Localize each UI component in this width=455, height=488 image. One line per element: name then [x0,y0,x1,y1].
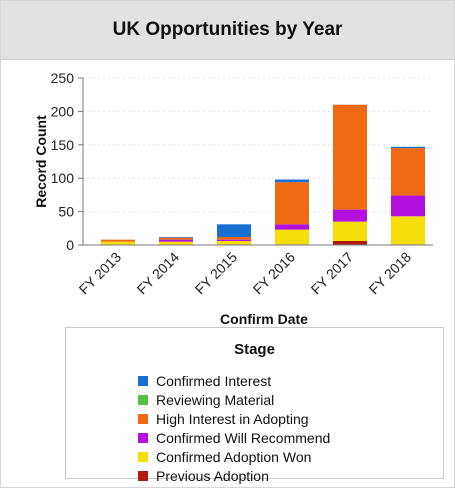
legend-swatch [138,451,148,462]
bar-segment[interactable] [217,236,251,240]
legend-item[interactable]: Confirmed Interest [138,371,330,390]
y-tick-label: 50 [58,204,74,220]
gridlines [83,77,433,213]
legend-label: Confirmed Will Recommend [156,429,331,446]
legend-item[interactable]: Confirmed Adoption Won [138,447,330,466]
y-tick-label: 200 [51,103,75,119]
bars [101,104,425,245]
legend-swatch [138,413,148,424]
bar-segment[interactable] [159,236,193,238]
chart-header: UK Opportunities by Year [1,1,454,60]
bar-segment[interactable] [275,182,309,225]
legend-item[interactable]: Reviewing Material [138,390,330,409]
x-tick-label: FY 2016 [250,249,299,298]
bar-segment[interactable] [333,240,367,245]
bar-segment[interactable] [159,241,193,245]
bar-segment[interactable] [333,221,367,241]
bar-segment[interactable] [391,195,425,217]
bar-segment[interactable] [333,104,367,210]
y-tick-label: 250 [51,70,75,86]
x-tick-label: FY 2014 [134,249,183,298]
bar-segment[interactable] [217,240,251,245]
bar-segment[interactable] [101,239,135,242]
legend-item[interactable]: High Interest in Adopting [138,409,330,428]
legend-item[interactable]: Confirmed Will Recommend [138,428,330,447]
x-tick-label: FY 2015 [192,249,241,298]
bar-segment[interactable] [275,224,309,230]
bar-segment[interactable] [159,237,193,240]
legend-label: Confirmed Interest [156,372,272,389]
bar-segment[interactable] [391,148,425,196]
legend-label: Previous Adoption [156,467,269,484]
y-axis-label: Record Count [33,115,49,208]
y-tick-label: 100 [51,170,75,186]
legend-list: Confirmed Interest Reviewing Material High… [138,371,330,485]
legend-swatch [138,394,148,405]
y-tick-label: 0 [66,237,74,253]
chart-title: UK Opportunities by Year [112,19,343,40]
x-tick-label: FY 2013 [76,249,125,298]
legend-label: Confirmed Adoption Won [156,448,312,465]
legend: Stage Confirmed Interest Reviewing Materi… [65,327,444,484]
bar-segment[interactable] [101,241,135,245]
legend-swatch [138,375,148,386]
bar-segment[interactable] [159,239,193,242]
legend-swatch [138,470,148,481]
bar-segment[interactable] [275,179,309,183]
bar-segment[interactable] [217,239,251,241]
legend-label: Reviewing Material [156,391,275,408]
bar-segment[interactable] [391,146,425,149]
bar-segment[interactable] [391,216,425,245]
y-tick-label: 150 [51,137,75,153]
legend-title: Stage [234,341,275,358]
legend-item[interactable]: Previous Adoption [138,466,330,485]
legend-label: High Interest in Adopting [156,410,309,427]
x-axis-label: Confirm Date [220,311,308,327]
x-tick-label: FY 2017 [308,249,357,298]
bar-segment[interactable] [333,209,367,222]
x-tick-label: FY 2018 [366,249,415,298]
bar-segment[interactable] [217,224,251,237]
legend-swatch [138,432,148,443]
bar-segment[interactable] [275,229,309,245]
